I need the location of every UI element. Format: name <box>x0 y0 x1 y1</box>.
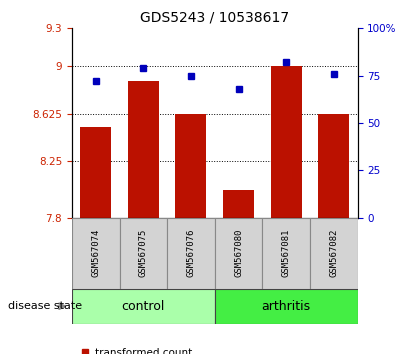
Text: GSM567074: GSM567074 <box>91 229 100 277</box>
Bar <box>318 114 349 218</box>
Bar <box>310 218 358 289</box>
Bar <box>262 218 310 289</box>
Text: arthritis: arthritis <box>261 300 311 313</box>
Bar <box>223 190 254 218</box>
Bar <box>72 218 120 289</box>
Text: control: control <box>122 300 165 313</box>
Text: GSM567082: GSM567082 <box>329 229 338 277</box>
Bar <box>120 218 167 289</box>
Bar <box>215 289 358 324</box>
Text: disease state: disease state <box>8 301 82 311</box>
Bar <box>72 289 215 324</box>
Text: GSM567075: GSM567075 <box>139 229 148 277</box>
Bar <box>271 66 302 218</box>
Bar <box>175 114 206 218</box>
Bar <box>128 81 159 218</box>
Bar <box>80 127 111 218</box>
Text: GSM567076: GSM567076 <box>187 229 196 277</box>
Text: GSM567080: GSM567080 <box>234 229 243 277</box>
Legend: transformed count, percentile rank within the sample: transformed count, percentile rank withi… <box>77 344 275 354</box>
Bar <box>215 218 262 289</box>
Title: GDS5243 / 10538617: GDS5243 / 10538617 <box>140 10 289 24</box>
Text: GSM567081: GSM567081 <box>282 229 291 277</box>
Bar <box>167 218 215 289</box>
